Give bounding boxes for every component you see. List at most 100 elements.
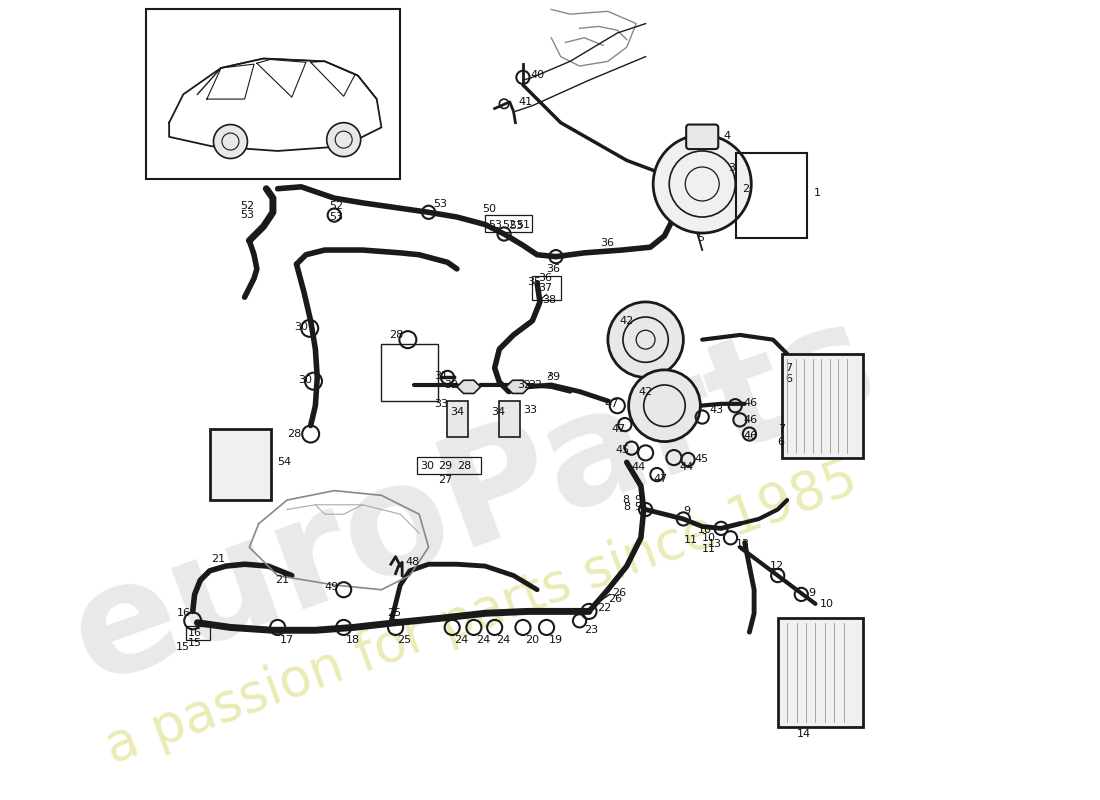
Text: 20: 20 [525, 634, 539, 645]
Text: 23: 23 [584, 626, 598, 635]
Text: 9: 9 [635, 495, 641, 505]
Text: 28: 28 [287, 429, 301, 439]
Bar [417, 457, 482, 474]
Bar [499, 401, 520, 437]
Text: 32: 32 [517, 380, 531, 390]
FancyBboxPatch shape [686, 125, 718, 149]
Bar [145, 10, 400, 179]
Text: 4: 4 [723, 131, 730, 141]
Text: 36: 36 [601, 238, 614, 249]
Text: 9: 9 [635, 502, 641, 512]
Circle shape [608, 302, 683, 378]
Text: 53: 53 [330, 212, 343, 222]
Text: 34: 34 [491, 407, 505, 418]
Bar [485, 215, 532, 232]
Circle shape [653, 135, 751, 233]
Text: 19: 19 [549, 634, 562, 645]
Text: 33: 33 [434, 399, 449, 409]
Text: 8: 8 [621, 495, 629, 505]
Text: 48: 48 [405, 558, 419, 567]
Text: 22: 22 [597, 602, 612, 613]
Text: 47: 47 [612, 424, 626, 434]
Text: 21: 21 [211, 554, 226, 563]
Text: 17: 17 [279, 634, 294, 645]
Text: 7: 7 [778, 424, 784, 434]
Text: 53: 53 [240, 210, 254, 220]
Text: 10: 10 [702, 533, 716, 543]
Polygon shape [506, 380, 529, 394]
Text: euroParts: euroParts [52, 286, 894, 714]
Text: 47: 47 [653, 474, 668, 484]
Text: 5: 5 [697, 233, 704, 242]
Text: 10: 10 [697, 526, 712, 535]
Text: 32: 32 [444, 380, 459, 390]
Text: 32: 32 [529, 380, 542, 390]
Text: 33: 33 [522, 406, 537, 415]
Text: 41: 41 [518, 97, 532, 107]
Text: 2: 2 [741, 184, 749, 194]
Text: 28: 28 [456, 461, 471, 471]
Text: 16: 16 [188, 628, 202, 638]
Text: 18: 18 [345, 634, 360, 645]
Text: 10: 10 [821, 599, 834, 609]
Text: 42: 42 [638, 386, 652, 397]
Circle shape [213, 125, 248, 158]
Text: 25: 25 [397, 634, 411, 645]
Text: 13: 13 [708, 539, 722, 550]
Text: 30: 30 [420, 461, 434, 471]
Bar [736, 153, 807, 238]
Text: 15: 15 [176, 642, 189, 652]
Text: 12: 12 [770, 561, 784, 571]
Text: 7: 7 [785, 363, 792, 373]
Text: 9: 9 [683, 506, 691, 516]
Text: 38: 38 [542, 295, 556, 305]
Text: 39: 39 [547, 373, 561, 382]
Bar [448, 401, 469, 437]
Text: 52: 52 [240, 201, 254, 210]
Circle shape [628, 370, 701, 442]
Text: 54: 54 [277, 458, 292, 467]
Text: 51: 51 [516, 219, 530, 230]
Text: 29: 29 [438, 461, 452, 471]
Text: 14: 14 [796, 729, 811, 739]
Polygon shape [456, 380, 481, 394]
Text: 34: 34 [450, 407, 464, 418]
Text: a passion for parts since 1985: a passion for parts since 1985 [98, 453, 865, 774]
Text: 11: 11 [702, 544, 716, 554]
Text: 35: 35 [527, 277, 541, 287]
Bar [532, 277, 561, 300]
Text: 24: 24 [476, 634, 490, 645]
Text: 52: 52 [503, 219, 516, 230]
Text: 44: 44 [680, 462, 694, 472]
Text: 44: 44 [631, 462, 646, 472]
Text: 53: 53 [488, 219, 502, 230]
Text: 24: 24 [454, 634, 469, 645]
Text: 3: 3 [728, 163, 736, 173]
Text: 36: 36 [538, 274, 552, 283]
Text: 36: 36 [547, 264, 561, 274]
Text: 52: 52 [330, 201, 343, 210]
Text: 13: 13 [736, 539, 750, 550]
Text: 40: 40 [530, 70, 544, 81]
Text: 42: 42 [619, 316, 634, 326]
Text: 53: 53 [509, 222, 522, 231]
Text: 46: 46 [744, 398, 758, 408]
Text: 11: 11 [683, 534, 697, 545]
Text: 46: 46 [744, 415, 758, 425]
Text: 50: 50 [483, 205, 496, 214]
Bar [782, 354, 862, 458]
Text: 24: 24 [496, 634, 510, 645]
Bar [382, 344, 438, 401]
Text: 8: 8 [623, 502, 630, 512]
Text: 15: 15 [188, 638, 202, 649]
Text: 21: 21 [275, 575, 289, 586]
Bar [210, 430, 271, 500]
Text: 27: 27 [438, 475, 452, 486]
Text: 46: 46 [744, 431, 758, 441]
Circle shape [327, 122, 361, 157]
Text: 26: 26 [612, 587, 626, 598]
Bar [778, 618, 862, 726]
Text: 47: 47 [604, 399, 618, 409]
Text: 28: 28 [389, 330, 404, 340]
Text: 26: 26 [608, 594, 622, 604]
